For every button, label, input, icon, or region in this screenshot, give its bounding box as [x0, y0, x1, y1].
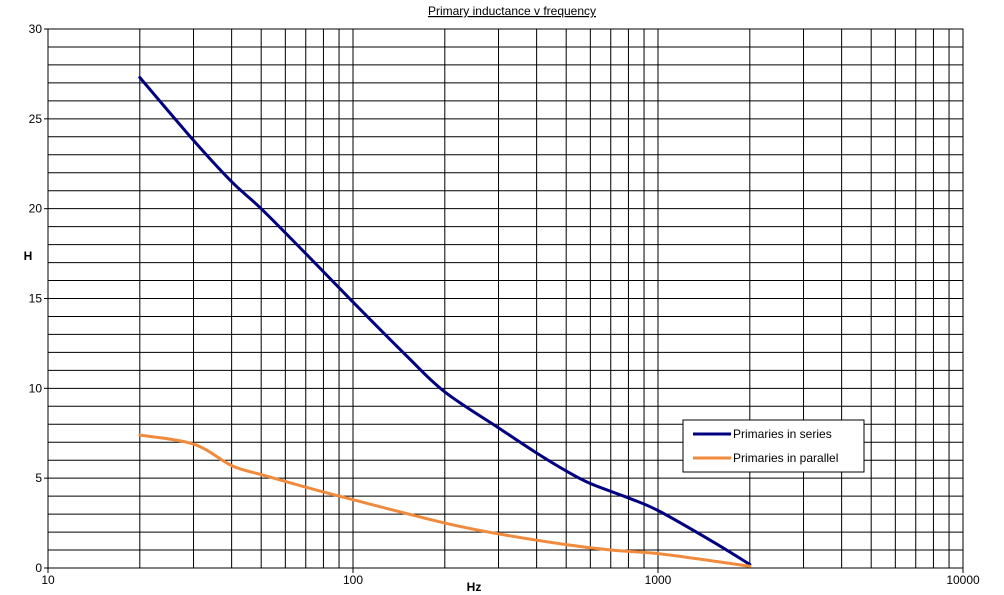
x-tick-label: 10000 [946, 573, 980, 587]
grid [47, 28, 964, 569]
y-tick-label: 10 [29, 381, 43, 395]
y-tick-labels: 0 5 10 15 20 25 30 [29, 22, 48, 575]
chart-title: Primary inductance v frequency [428, 4, 596, 18]
x-axis-label: Hz [467, 580, 482, 594]
y-tick-label: 30 [29, 22, 43, 36]
y-tick-label: 20 [29, 202, 43, 216]
series-layer [138, 76, 752, 568]
series-line-2 [138, 433, 752, 568]
legend-box [682, 419, 865, 473]
y-tick-label: 25 [29, 112, 43, 126]
x-tick-label: 10 [41, 573, 55, 587]
legend: Primaries in series Primaries in parallel [682, 419, 865, 473]
x-tick-label: 1000 [645, 573, 672, 587]
x-tick-label: 100 [343, 573, 363, 587]
y-tick-label: 0 [35, 561, 42, 575]
legend-label: Primaries in series [733, 427, 832, 441]
y-axis-label: H [24, 249, 33, 263]
x-tick-labels: 10 100 1000 10000 [41, 568, 980, 587]
y-tick-label: 5 [35, 471, 42, 485]
series-line-1 [138, 76, 752, 566]
legend-label: Primaries in parallel [733, 451, 838, 465]
y-tick-label: 15 [29, 292, 43, 306]
